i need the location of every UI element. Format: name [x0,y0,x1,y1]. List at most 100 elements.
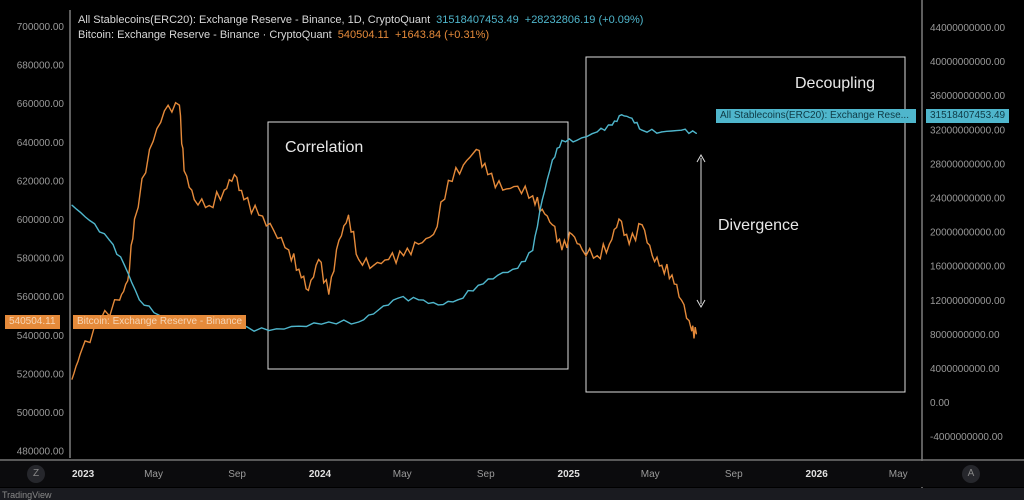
right-axis-tick: 32000000000.00 [930,125,1006,136]
legend-series1-title: All Stablecoins(ERC20): Exchange Reserve… [78,14,431,26]
left-axis-tick: 600000.00 [17,215,65,226]
data-point [517,185,519,187]
data-point [163,110,166,112]
data-point [183,170,185,172]
data-point [551,159,553,161]
data-point [328,293,330,295]
data-point [437,304,439,306]
time-axis-tick: Sep [477,469,495,480]
right-axis-tick: 0.00 [930,398,950,409]
data-point [148,148,151,151]
legend-series2-change: +1643.84 (+0.31%) [394,29,490,41]
data-point [318,258,320,261]
data-point [680,129,683,131]
annotation-divergence: Divergence [718,217,799,234]
data-point [661,131,663,133]
data-point [388,258,390,261]
data-point [596,255,598,257]
data-point [133,218,136,220]
data-point [373,264,375,266]
time-axis-tick: May [144,469,163,480]
data-point [611,124,613,126]
data-point [695,132,698,135]
data-point [108,239,110,241]
data-point [243,199,245,201]
data-point [517,267,519,269]
stablecoin-price-tag: 31518407453.49 [926,109,1010,123]
data-point [651,255,653,257]
left-axis-tick: 560000.00 [17,292,65,303]
data-point [475,148,477,151]
data-point [541,199,543,201]
data-point [358,321,360,323]
right-axis-tick: 36000000000.00 [930,91,1006,102]
data-point [532,195,534,197]
data-point [268,329,270,332]
series-line-stablecoins [71,114,697,332]
data-point [258,214,260,216]
data-point [127,280,129,282]
data-point [661,264,663,266]
data-point [641,129,643,131]
data-point [487,174,489,176]
data-point [377,309,380,311]
data-point [581,249,583,251]
legend-series2-value: 540504.11 [337,29,389,41]
data-point [457,299,459,301]
left-axis-tick: 660000.00 [17,99,65,110]
time-axis-tick: 2024 [309,469,332,480]
data-point [618,218,620,220]
time-axis-bg [0,461,1024,487]
data-point [79,353,81,355]
data-point [477,284,479,286]
data-point [89,219,91,222]
data-point [680,299,683,301]
zoom-reset-button[interactable]: Z [27,465,45,483]
chart: 700000.00 680000.00 660000.00 640000.00 6200… [0,0,1024,488]
right-axis-tick: -4000000000.00 [930,432,1003,443]
auto-scale-button[interactable]: A [962,465,980,483]
data-point [447,179,450,181]
left-axis-tick: 620000.00 [17,176,65,187]
tradingview-logo: TradingView [2,490,52,500]
data-point [541,208,543,210]
data-point [138,299,140,301]
data-point [123,264,125,266]
data-point [71,378,73,380]
chart-frame [0,0,1024,488]
data-point [193,199,195,201]
data-point [417,299,420,301]
left-axis-tick: 480000.00 [17,447,65,458]
time-axis-tick: Sep [725,469,743,480]
data-point [432,233,435,236]
data-point [631,117,633,119]
decoupling-box [585,56,906,393]
data-point [561,139,563,141]
data-point [576,139,578,141]
right-axis-tick: 40000000000.00 [930,57,1006,68]
data-point [328,321,330,323]
data-point [671,274,673,276]
btc-price-tag: 540504.11 [5,315,60,329]
left-axis-tick: 640000.00 [17,138,65,149]
data-point [628,243,630,245]
right-axis-tick: 12000000000.00 [930,296,1006,307]
data-point [71,204,73,206]
data-point [298,325,300,327]
time-axis-tick: 2025 [558,469,581,480]
data-point [571,233,573,236]
data-point [233,174,235,176]
time-axis-tick: 2023 [72,469,95,480]
data-point [358,258,360,261]
left-axis-tick: 520000.00 [17,369,65,380]
series-line-bitcoin [71,101,698,380]
annotation-correlation: Correlation [285,139,364,156]
time-axis-tick: 2026 [806,469,829,480]
data-point [462,164,464,166]
data-point [273,229,275,232]
data-point [532,249,534,251]
divergence-arrowheads [696,153,706,309]
time-axis-tick: May [393,469,412,480]
data-point [502,189,504,191]
data-point [497,274,499,276]
